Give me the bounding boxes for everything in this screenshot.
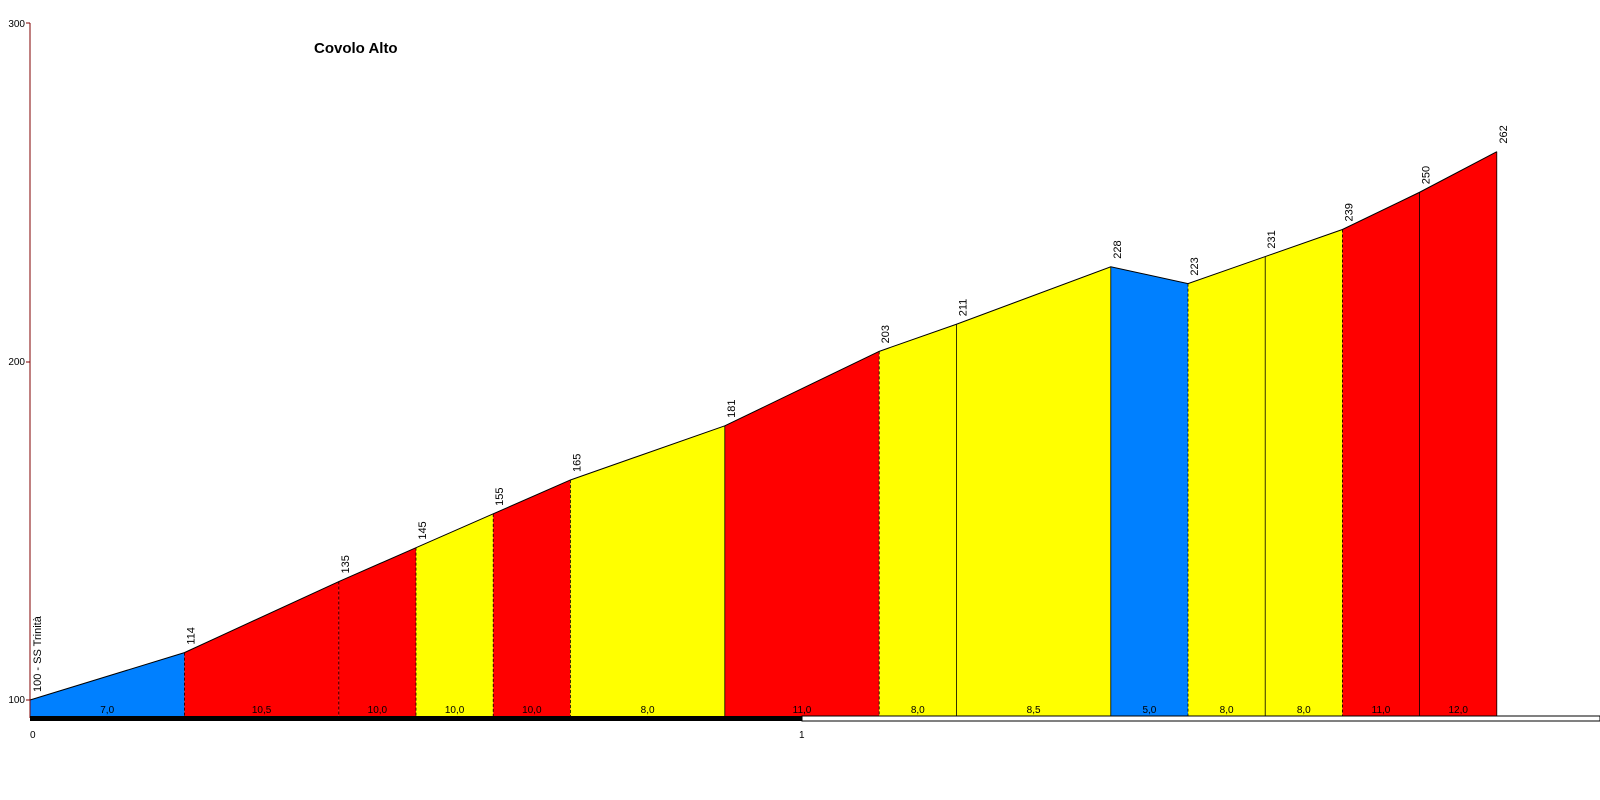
elevation-label-6: 181: [726, 399, 738, 417]
gradient-label-3: 10,0: [368, 705, 388, 716]
elevation-label-1: 114: [185, 627, 197, 645]
gradient-label-10: 5,0: [1142, 705, 1156, 716]
profile-segment-3: [338, 547, 416, 716]
profile-segment-6: [570, 425, 725, 716]
gradient-label-11: 8,0: [1220, 705, 1234, 716]
gradient-label-2: 10,5: [252, 705, 272, 716]
elevation-label-2: 135: [340, 555, 352, 573]
profile-segment-11: [1188, 256, 1266, 716]
y-tick-label-100: 100: [8, 695, 25, 706]
x-tick-label-1: 1: [799, 730, 805, 741]
elevation-label-14: 262: [1498, 125, 1510, 143]
chart-title: Covolo Alto: [314, 40, 398, 57]
gradient-label-8: 8,0: [911, 705, 925, 716]
axes: 100 200 300 0 1: [8, 19, 1600, 741]
y-tick-label-300: 300: [8, 19, 25, 30]
profile-line: [29, 151, 1498, 701]
profile-segment-9: [956, 266, 1111, 716]
elevation-label-8: 211: [957, 299, 969, 317]
distance-scale-white-bar: [801, 715, 1600, 722]
elevation-label-5: 165: [571, 454, 583, 472]
gradient-labels: 7,0 10,5 10,0 10,0 10,0 8,0 11,0 8,0 8,5 5,0 8,0 8,…: [100, 705, 1468, 716]
profile-segment-7: [724, 351, 880, 716]
gradient-label-9: 8,5: [1027, 705, 1041, 716]
gradient-label-7: 11,0: [793, 705, 812, 716]
segment-dividers: [183, 151, 1498, 716]
profile-segment-8: [879, 324, 957, 716]
gradient-label-4: 10,0: [445, 705, 465, 716]
elevation-label-7: 203: [880, 325, 892, 343]
gradient-label-13: 11,0: [1372, 705, 1391, 716]
gradient-label-12: 8,0: [1297, 705, 1311, 716]
gradient-label-6: 8,0: [641, 705, 655, 716]
elevation-label-10: 223: [1189, 257, 1201, 275]
start-point-label: 100 - SS Trinità: [32, 615, 44, 692]
gradient-label-5: 10,0: [522, 705, 542, 716]
profile-segment-10: [1110, 266, 1188, 716]
elevation-label-11: 231: [1266, 230, 1278, 248]
elevation-label-3: 145: [417, 521, 429, 539]
profile-segment-4: [416, 513, 494, 716]
profile-segment-12: [1265, 229, 1343, 717]
elevation-label-4: 155: [494, 487, 506, 505]
elevation-labels: 114 135 145 155 165 181 203 211 228 223 231 239 250 2…: [185, 125, 1509, 644]
profile-segment-13: [1342, 192, 1420, 716]
profile-segment-5: [493, 479, 571, 716]
x-tick-label-0: 0: [30, 730, 36, 741]
gradient-label-1: 7,0: [100, 705, 114, 716]
profile-segments: [30, 151, 1497, 717]
gradient-label-14: 12,0: [1448, 705, 1468, 716]
elevation-label-13: 250: [1421, 166, 1433, 184]
profile-segment-1: [30, 652, 185, 716]
profile-segment-2: [184, 581, 339, 716]
y-tick-label-200: 200: [8, 357, 25, 368]
elevation-label-12: 239: [1343, 203, 1355, 221]
distance-scale-black-bar: [30, 716, 802, 721]
elevation-label-9: 228: [1112, 240, 1124, 258]
profile-segment-14: [1419, 151, 1497, 716]
